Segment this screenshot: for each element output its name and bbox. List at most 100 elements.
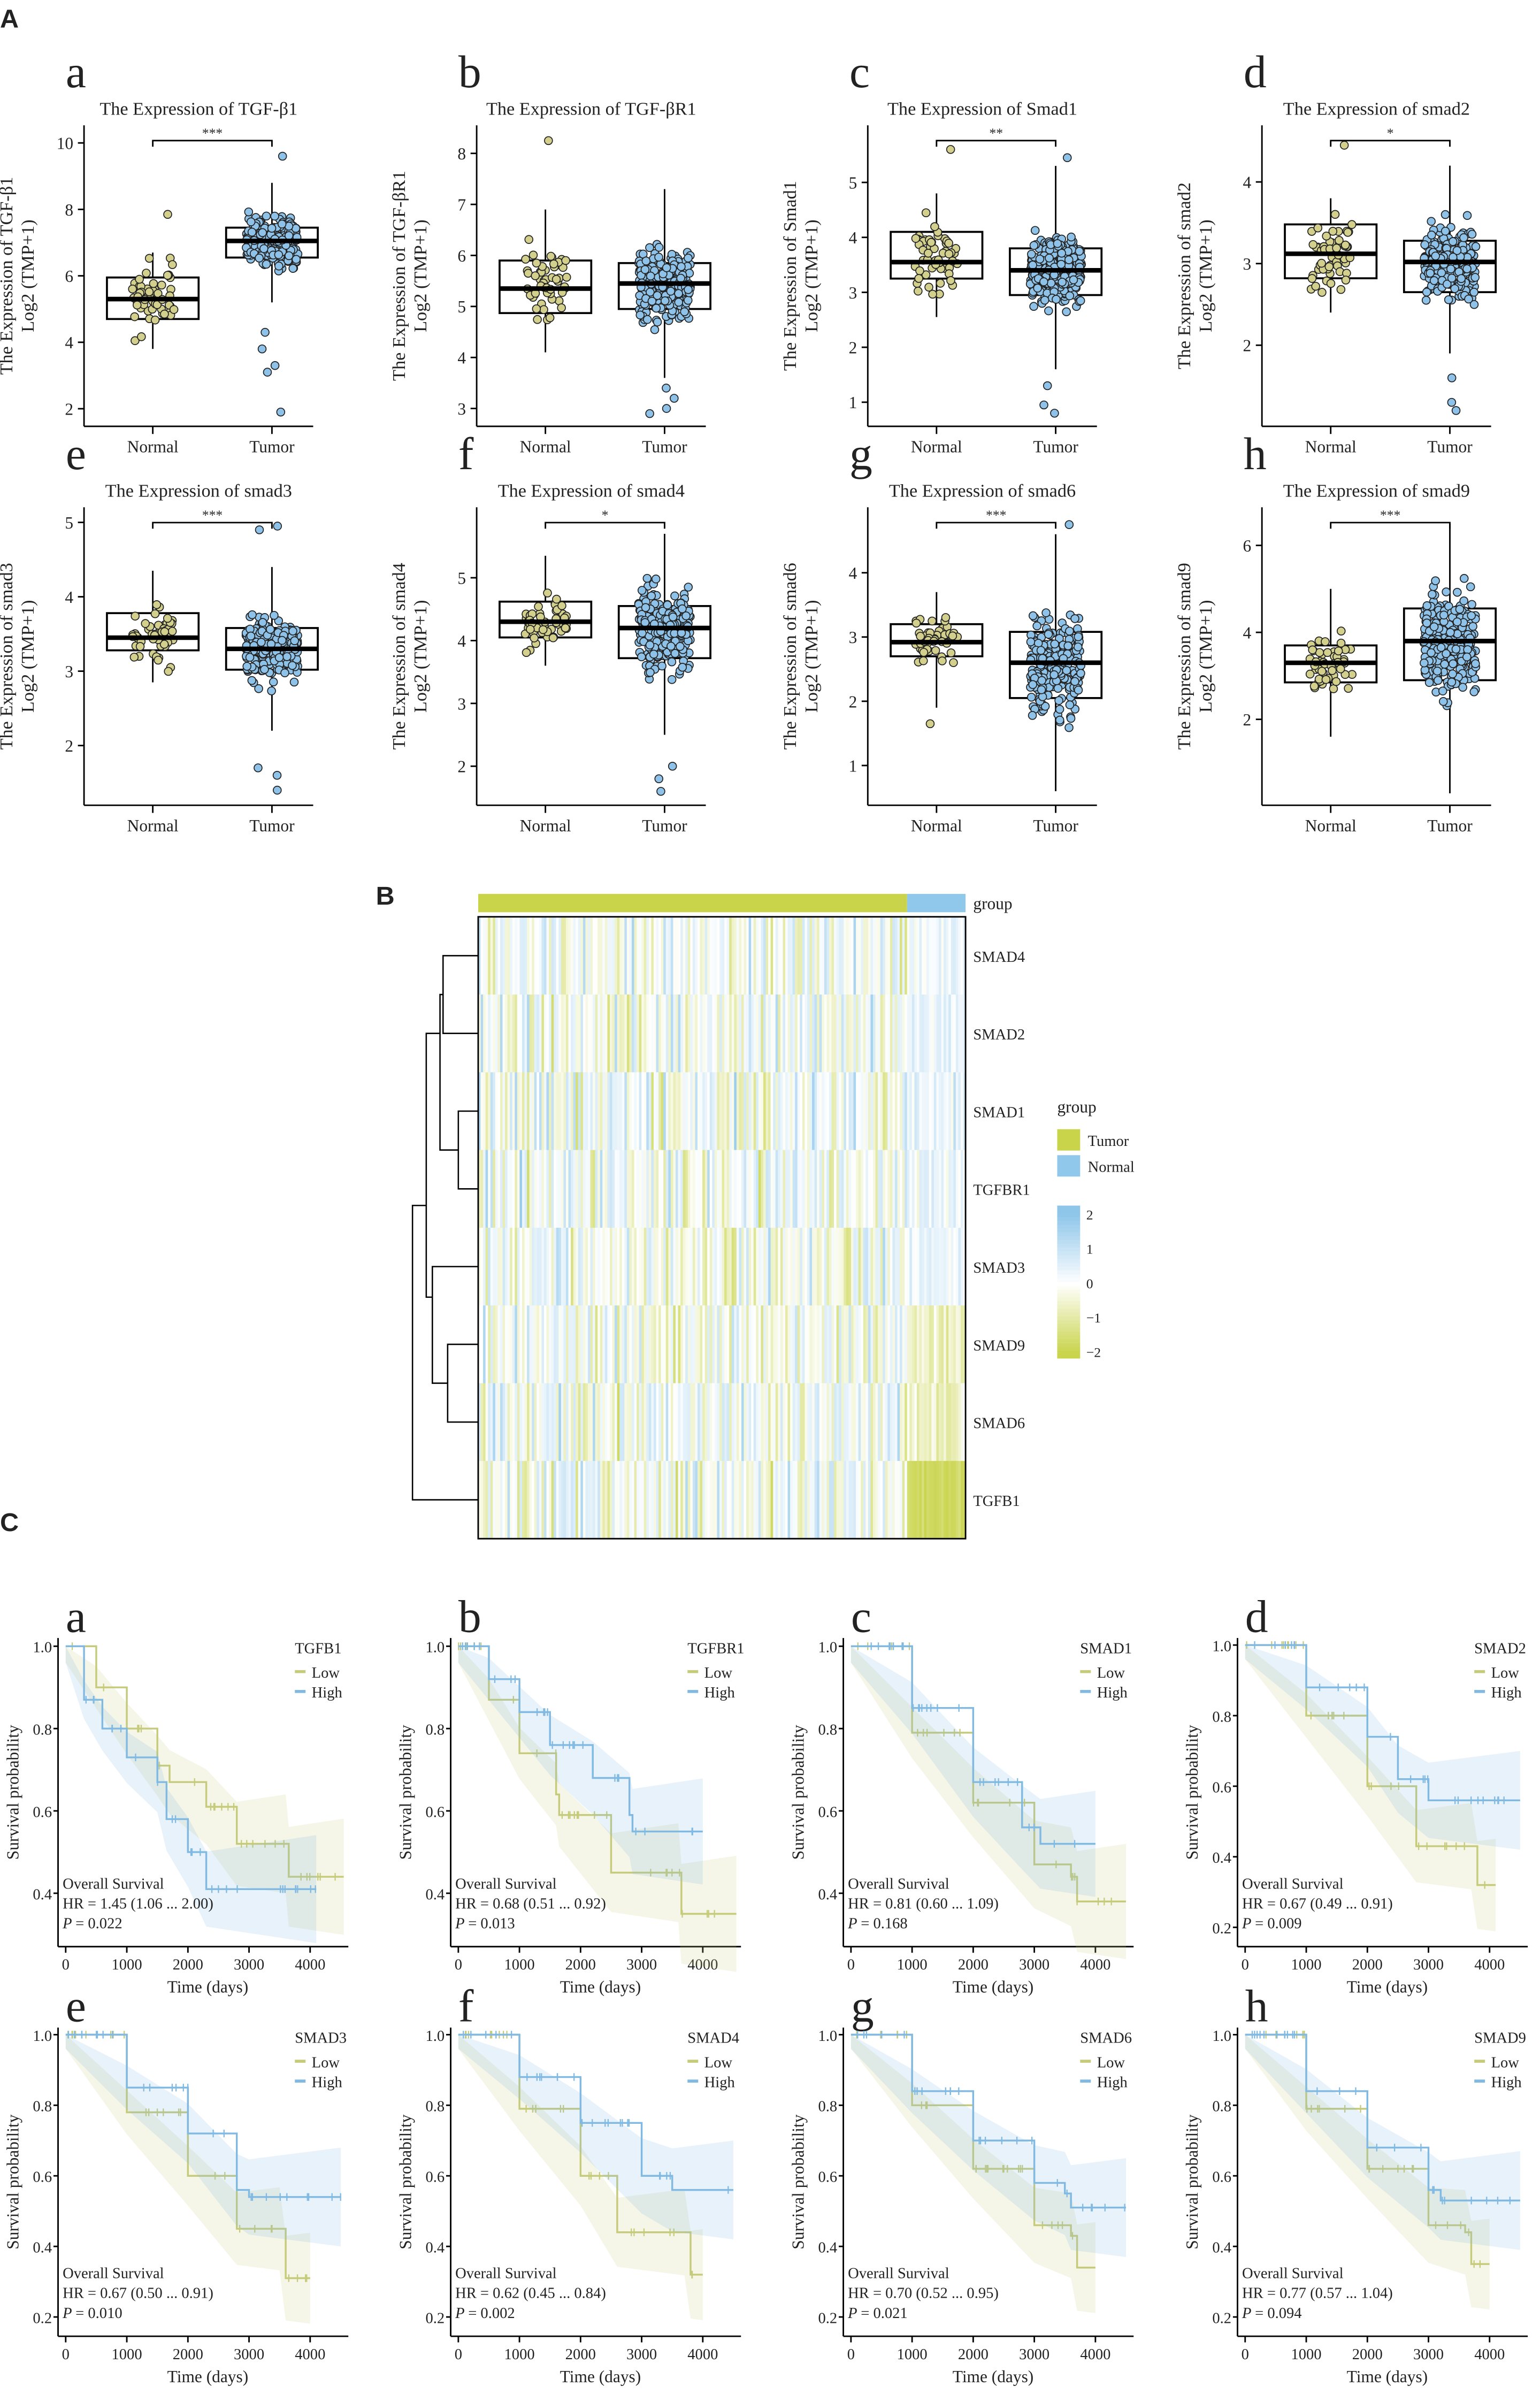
heatmap-cell	[946, 1150, 949, 1228]
data-point-normal	[1328, 227, 1338, 236]
survival-curve-high	[458, 1645, 703, 1833]
heatmap-cell	[826, 916, 830, 995]
heatmap-cell	[543, 1150, 547, 1228]
outlier-point-tumor	[645, 409, 654, 418]
heatmap-cell	[768, 995, 771, 1073]
heatmap-cell	[543, 1305, 547, 1384]
heatmap-cell	[872, 1460, 876, 1540]
data-point-tumor	[1444, 295, 1453, 304]
outlier-point-normal	[163, 210, 172, 219]
panel-letter: g	[849, 429, 872, 479]
heatmap-cell	[880, 1227, 884, 1306]
heatmap-cell	[629, 1305, 632, 1384]
heatmap-cell	[634, 1227, 637, 1306]
heatmap-cell	[790, 1227, 793, 1306]
y-label-line2: Log2 (TMP+1)	[801, 600, 822, 713]
heatmap-cell	[736, 916, 740, 995]
data-point-normal	[539, 625, 548, 634]
heatmap-cell	[697, 1227, 701, 1306]
heatmap-cell	[534, 1305, 538, 1384]
heatmap-cell	[805, 1383, 808, 1462]
heatmap-cell	[805, 916, 808, 995]
y-tick-label: 6	[1243, 537, 1251, 555]
heatmap-cell	[919, 916, 922, 995]
p-value-text: = 0.013	[468, 1916, 515, 1932]
data-point-tumor	[1469, 300, 1479, 309]
data-point-normal	[941, 613, 951, 622]
heatmap-cell	[554, 995, 557, 1073]
heatmap-cell	[900, 1227, 903, 1306]
heatmap-cell	[953, 916, 956, 995]
heatmap-cell	[848, 1305, 852, 1384]
color-scale-step	[1057, 1316, 1081, 1321]
heatmap-cell	[532, 995, 535, 1073]
y-tick-label: 3	[849, 628, 857, 647]
heatmap-cell	[929, 1227, 932, 1306]
heatmap-cell	[529, 1227, 533, 1306]
heatmap-cell	[756, 1072, 759, 1151]
outlier-point-tumor	[656, 786, 665, 796]
annotation-title: Overall Survival	[455, 1876, 557, 1892]
heatmap-cell	[753, 1227, 757, 1306]
heatmap-panel: groupSMAD4SMAD2SMAD1TGFBR1SMAD3SMAD9SMAD…	[411, 893, 1135, 1540]
data-point-normal	[1317, 667, 1327, 676]
data-point-tumor	[1429, 622, 1439, 631]
heatmap-cell	[834, 995, 837, 1073]
heatmap-cell	[692, 1150, 696, 1228]
heatmap-cell	[751, 1305, 754, 1384]
heatmap-cell	[532, 1150, 535, 1228]
heatmap-cell	[885, 995, 888, 1073]
data-point-normal	[142, 269, 151, 278]
outlier-point-tumor	[270, 361, 280, 370]
heatmap-cell	[617, 1383, 620, 1462]
x-tick-label: 4000	[295, 1957, 325, 1973]
heatmap-cell	[585, 1150, 588, 1228]
heatmap-cell	[872, 1305, 876, 1384]
heatmap-cell	[851, 1150, 854, 1228]
x-tick-label: Tumor	[249, 816, 295, 835]
color-scale-step	[1057, 1297, 1081, 1302]
heatmap-cell	[658, 1383, 662, 1462]
heatmap-cell	[770, 1383, 774, 1462]
row-label: SMAD2	[973, 1027, 1025, 1043]
heatmap-cell	[609, 1227, 613, 1306]
heatmap-cell	[541, 1072, 545, 1151]
heatmap-cell	[858, 995, 862, 1073]
heatmap-cell	[680, 1072, 684, 1151]
heatmap-cell	[848, 1383, 852, 1462]
heatmap-cell	[587, 1305, 591, 1384]
outlier-point-tumor	[273, 785, 282, 795]
heatmap-cell	[765, 1150, 769, 1228]
data-point-tumor	[1467, 600, 1476, 609]
heatmap-cell	[922, 916, 925, 995]
heatmap-cell	[844, 1150, 847, 1228]
data-point-normal	[930, 222, 939, 231]
heatmap-cell	[683, 995, 686, 1073]
outlier-point-tumor	[1050, 409, 1059, 418]
heatmap-cell	[490, 995, 494, 1073]
heatmap-cell	[883, 1150, 886, 1228]
heatmap-cell	[773, 1150, 776, 1228]
heatmap-cell	[785, 1072, 788, 1151]
heatmap-cell	[848, 995, 852, 1073]
heatmap-cell	[565, 1383, 569, 1462]
y-tick-label: 0.6	[33, 2169, 52, 2186]
heatmap-cell	[795, 1460, 798, 1540]
y-tick-label: 0.8	[33, 1722, 52, 1739]
heatmap-cell	[853, 916, 856, 995]
y-tick-label: 0.2	[425, 2311, 445, 2327]
heatmap-cell	[622, 1460, 625, 1540]
survival-curve-high	[1245, 1644, 1520, 1802]
data-point-normal	[946, 276, 955, 285]
heatmap-cell	[597, 1460, 601, 1540]
heatmap-cell	[775, 1383, 779, 1462]
heatmap-cell	[719, 1227, 723, 1306]
heatmap-cell	[617, 1460, 620, 1540]
heatmap-cell	[661, 995, 664, 1073]
heatmap-cell	[958, 916, 961, 995]
heatmap-cell	[751, 916, 754, 995]
heatmap-cell	[543, 1072, 547, 1151]
data-point-tumor	[1420, 240, 1429, 249]
legend-label: Normal	[1088, 1159, 1135, 1176]
data-point-tumor	[667, 675, 677, 684]
